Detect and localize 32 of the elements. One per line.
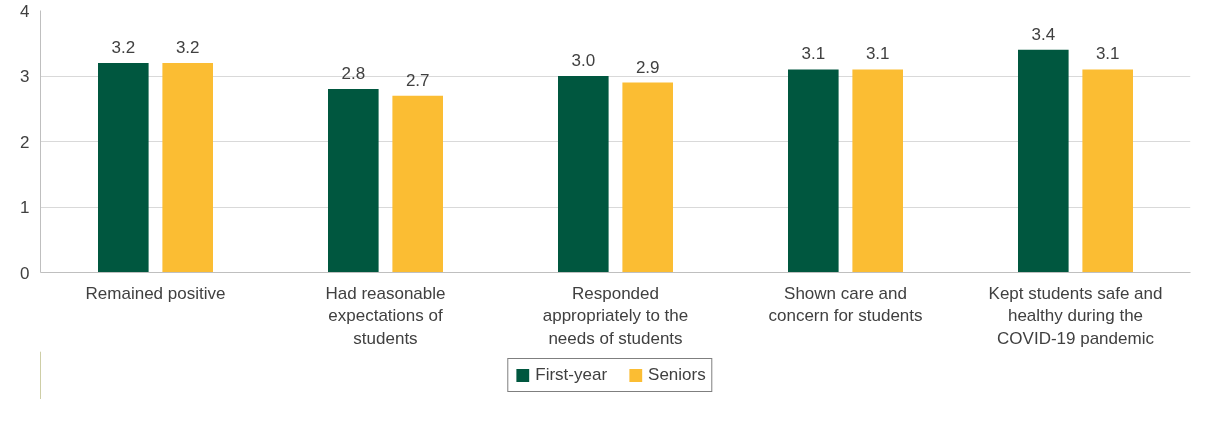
text: 3.2	[175, 37, 200, 57]
x-tick-label: Remained positive	[85, 283, 226, 303]
bar	[1082, 69, 1133, 273]
bar	[328, 89, 379, 273]
bar	[788, 69, 839, 273]
text: 3.1	[865, 44, 890, 64]
bar	[392, 95, 443, 273]
y-tick-label: 3	[20, 67, 30, 86]
text: 3.1	[801, 44, 826, 64]
x-tick-label: Kept students safe and healthy during the COVID-19 pandemic	[988, 283, 1163, 349]
text: 2.8	[341, 64, 366, 84]
x-tick-label: Responded appropriately to the needs of students	[542, 283, 689, 349]
bar	[98, 62, 149, 273]
legend-label: First-year	[535, 365, 608, 385]
text: 2.9	[635, 57, 660, 77]
text: 3.4	[1031, 24, 1056, 44]
y-tick-label: 1	[20, 198, 30, 217]
bar	[162, 62, 213, 273]
bar	[558, 76, 609, 273]
bar	[622, 82, 673, 273]
y-tick-label: 2	[20, 132, 30, 152]
x-tick-label: Shown care and concern for students	[768, 283, 923, 326]
legend-label: Seniors	[648, 365, 706, 385]
text: 3.0	[571, 51, 596, 70]
text: 3.2	[111, 37, 136, 57]
text: 3.1	[1095, 44, 1120, 64]
y-tick-label: 0	[20, 263, 30, 283]
bar	[852, 69, 903, 273]
y-tick-label: 4	[20, 1, 30, 21]
bar	[1018, 49, 1069, 273]
text: 2.7	[405, 70, 430, 90]
x-tick-label: Had reasonable expectations of students	[325, 283, 446, 349]
